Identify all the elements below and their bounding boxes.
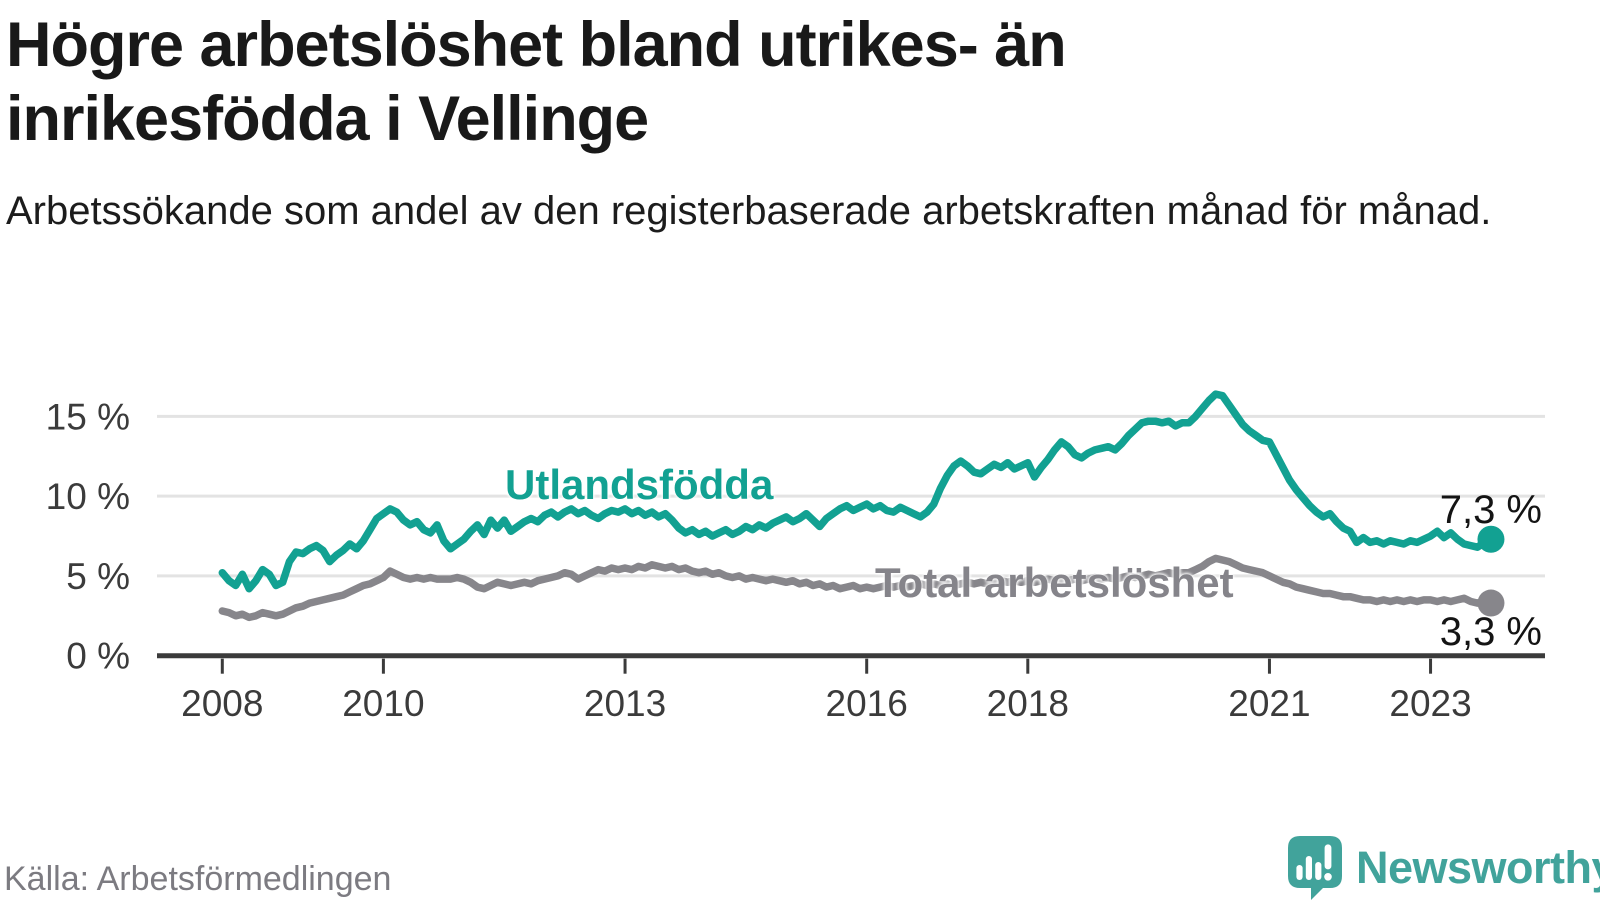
newsworthy-bubble-icon [1288,836,1342,900]
y-tick-label: 10 % [46,476,130,517]
y-tick-label: 0 % [66,636,130,677]
end-dot-0 [1477,525,1505,553]
series-line-0 [218,390,1495,593]
newsworthy-wordmark: Newsworthy [1356,842,1600,893]
page-title: Högre arbetslöshet bland utrikes- än inr… [6,10,1067,155]
series-label-total: Total arbetslöshet [875,559,1234,606]
x-tick-label: 2016 [826,683,908,724]
end-value-label-utlandsfodda: 7,3 % [1439,488,1542,532]
chart-subtitle: Arbetssökande som andel av den registerb… [6,189,1492,233]
series-label-utlandsfodda: Utlandsfödda [505,461,774,508]
x-tick-label: 2018 [987,683,1069,724]
end-dot-1 [1477,589,1505,617]
x-tick-label: 2021 [1228,683,1310,724]
x-tick-label: 2008 [181,683,263,724]
y-tick-label: 15 % [46,396,130,437]
x-tick-label: 2013 [584,683,666,724]
series-line-1 [218,554,1495,622]
source-note: Källa: Arbetsförmedlingen [4,860,392,898]
x-tick-label: 2010 [342,683,424,724]
x-tick-label: 2023 [1389,683,1471,724]
newsworthy-logo: Newsworthy [1288,836,1600,900]
end-value-label-total: 3,3 % [1439,610,1542,654]
y-tick-label: 5 % [66,556,130,597]
